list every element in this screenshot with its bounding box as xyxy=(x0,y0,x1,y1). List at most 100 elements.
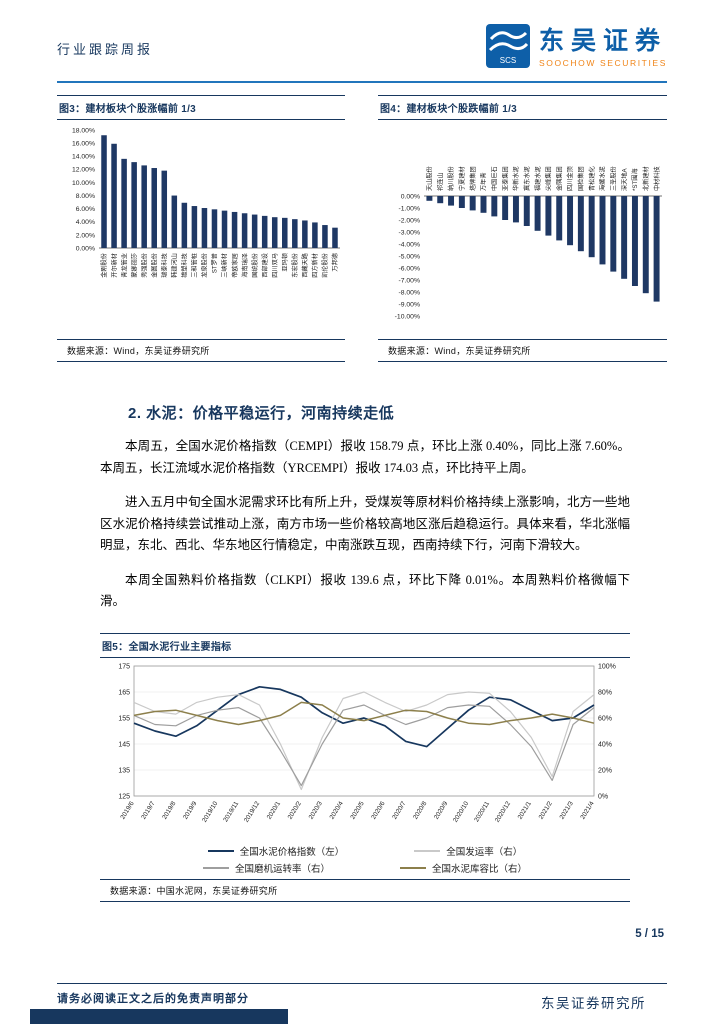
svg-text:2020/1: 2020/1 xyxy=(266,799,283,820)
legend-item: 全国水泥库容比（右） xyxy=(400,861,527,875)
svg-text:2019/7: 2019/7 xyxy=(140,799,157,820)
svg-text:2.00%: 2.00% xyxy=(76,232,95,239)
legend-item: 全国水泥价格指数（左） xyxy=(207,844,345,858)
svg-text:18.00%: 18.00% xyxy=(72,127,95,134)
brand-name-en: SOOCHOW SECURITIES xyxy=(538,57,667,68)
svg-text:雄塑科技: 雄塑科技 xyxy=(181,253,189,278)
svg-text:-3.00%: -3.00% xyxy=(398,229,420,236)
page-number: 5 / 15 xyxy=(635,928,664,940)
svg-text:金刚股份: 金刚股份 xyxy=(100,252,108,278)
legend-line-swatch xyxy=(207,849,234,852)
page-header: 行业跟踪周报 SCS 东吴证券 SOOCHOW SECURITIES xyxy=(57,24,667,73)
svg-text:三圣股份: 三圣股份 xyxy=(610,165,618,191)
legend-label: 全国水泥库容比（右） xyxy=(432,863,528,875)
legend-row: 全国磨机运转率（右） 全国水泥库容比（右） xyxy=(100,861,630,875)
svg-text:金隅集团: 金隅集团 xyxy=(555,166,563,191)
svg-text:亚泰集团: 亚泰集团 xyxy=(501,166,509,191)
svg-text:2020/7: 2020/7 xyxy=(391,799,408,820)
svg-text:0.00%: 0.00% xyxy=(76,245,95,252)
svg-text:青龙管业: 青龙管业 xyxy=(120,253,128,278)
svg-text:深天地A: 深天地A xyxy=(620,167,628,191)
svg-text:金圆股份: 金圆股份 xyxy=(150,252,158,278)
svg-text:祁连山: 祁连山 xyxy=(436,172,444,191)
svg-text:海南瑞泽: 海南瑞泽 xyxy=(241,253,249,278)
svg-text:东宏股份: 东宏股份 xyxy=(291,252,299,278)
svg-text:2021/4: 2021/4 xyxy=(579,799,596,820)
figure5-source: 数据来源：中国水泥网，东吴证券研究所 xyxy=(100,878,630,902)
svg-text:6.00%: 6.00% xyxy=(76,206,95,213)
svg-text:2021/3: 2021/3 xyxy=(558,799,575,820)
svg-text:开尔新材: 开尔新材 xyxy=(110,253,118,278)
legend-label: 全国磨机运转率（右） xyxy=(234,863,330,875)
svg-text:8.00%: 8.00% xyxy=(76,193,95,200)
svg-text:西藏天路: 西藏天路 xyxy=(301,252,309,278)
svg-text:四川金顶: 四川金顶 xyxy=(566,166,574,191)
legend-item: 全国发运率（右） xyxy=(414,844,522,858)
svg-text:-4.00%: -4.00% xyxy=(398,241,420,248)
svg-text:塔牌集团: 塔牌集团 xyxy=(469,166,477,191)
legend-row: 全国水泥价格指数（左） 全国发运率（右） xyxy=(100,844,630,858)
svg-text:冀东水泥: 冀东水泥 xyxy=(523,166,531,191)
svg-text:2020/5: 2020/5 xyxy=(349,799,366,820)
svg-text:80%: 80% xyxy=(598,689,612,696)
svg-text:2020/4: 2020/4 xyxy=(328,799,345,820)
svg-text:蒙娜丽莎: 蒙娜丽莎 xyxy=(130,253,138,278)
soochow-logo-icon: SCS xyxy=(485,24,530,73)
svg-text:天山股份: 天山股份 xyxy=(426,165,434,191)
legend-item: 全国磨机运转率（右） xyxy=(202,861,330,875)
svg-text:宁夏建材: 宁夏建材 xyxy=(458,166,466,191)
svg-text:ST罗普: ST罗普 xyxy=(211,253,219,273)
svg-text:2020/6: 2020/6 xyxy=(370,799,387,820)
paragraph-3: 本周全国熟料价格指数（CLKPI）报收 139.6 点，环比下降 0.01%。本… xyxy=(100,572,630,609)
svg-text:2020/3: 2020/3 xyxy=(308,799,325,820)
svg-text:*ST围海: *ST围海 xyxy=(631,168,639,191)
svg-text:-6.00%: -6.00% xyxy=(398,265,420,272)
svg-text:中国巨石: 中国巨石 xyxy=(491,166,499,191)
svg-text:10.00%: 10.00% xyxy=(72,180,95,187)
figures-row: 图3：建材板块个股涨幅前 1/3 18.00% 16.00% 14.00% 12.00… xyxy=(57,95,667,362)
svg-text:万邦德: 万邦德 xyxy=(331,253,339,272)
svg-text:2019/6: 2019/6 xyxy=(119,799,136,820)
brand-text: 东吴证券 SOOCHOW SECURITIES xyxy=(538,29,667,68)
svg-text:2020/11: 2020/11 xyxy=(473,799,491,822)
svg-text:秀强股份: 秀强股份 xyxy=(140,252,148,278)
svg-text:华新水泥: 华新水泥 xyxy=(512,166,520,191)
report-type-label: 行业跟踪周报 xyxy=(57,42,154,57)
svg-text:龙泉股份: 龙泉股份 xyxy=(201,252,209,278)
footer-accent-block xyxy=(30,1009,288,1024)
legend-label: 全国水泥价格指数（左） xyxy=(239,846,345,858)
svg-text:2020/9: 2020/9 xyxy=(433,799,450,820)
svg-text:万年青: 万年青 xyxy=(480,172,488,191)
svg-text:165: 165 xyxy=(118,689,130,696)
svg-text:2020/8: 2020/8 xyxy=(412,799,429,820)
figure4-bar-chart: 0.00% -1.00% -2.00% -3.00% -4.00% -5.00% -6.00… xyxy=(378,120,667,339)
figure5: 图5：全国水泥行业主要指标 175 165 155 145 135 125 100% 80% 6… xyxy=(100,632,630,902)
figure5-line-chart: 175 165 155 145 135 125 100% 80% 60% 40% 20% 0% 2019… xyxy=(100,658,630,841)
svg-text:-2.00%: -2.00% xyxy=(398,217,420,224)
svg-text:海螺水泥: 海螺水泥 xyxy=(599,166,607,191)
svg-text:2019/10: 2019/10 xyxy=(201,799,219,823)
svg-text:145: 145 xyxy=(118,741,130,748)
svg-text:四方新材: 四方新材 xyxy=(311,253,319,278)
svg-text:0.00%: 0.00% xyxy=(401,193,420,200)
svg-text:2019/8: 2019/8 xyxy=(161,799,178,820)
svg-text:福建水泥: 福建水泥 xyxy=(534,166,542,191)
figure3: 图3：建材板块个股涨幅前 1/3 18.00% 16.00% 14.00% 12.00… xyxy=(57,95,345,362)
institute-label: 东吴证券研究所 xyxy=(541,996,646,1011)
svg-text:2019/9: 2019/9 xyxy=(182,799,199,820)
figure4-title: 图4：建材板块个股跌幅前 1/3 xyxy=(378,95,667,120)
svg-text:-8.00%: -8.00% xyxy=(398,289,420,296)
svg-text:尖峰集团: 尖峰集团 xyxy=(545,166,553,191)
svg-text:四川双马: 四川双马 xyxy=(271,253,279,278)
svg-text:三峡新材: 三峡新材 xyxy=(221,253,229,278)
svg-text:纳川股份: 纳川股份 xyxy=(447,165,455,191)
svg-text:2019/12: 2019/12 xyxy=(243,799,261,823)
svg-text:2020/10: 2020/10 xyxy=(452,799,470,823)
svg-text:100%: 100% xyxy=(598,663,616,670)
svg-text:SCS: SCS xyxy=(500,56,516,65)
disclaimer-text: 请务必阅读正文之后的免责声明部分 xyxy=(57,993,249,1005)
svg-text:12.00%: 12.00% xyxy=(72,167,95,174)
legend-line-swatch xyxy=(202,866,229,869)
figure3-title: 图3：建材板块个股涨幅前 1/3 xyxy=(57,95,345,120)
